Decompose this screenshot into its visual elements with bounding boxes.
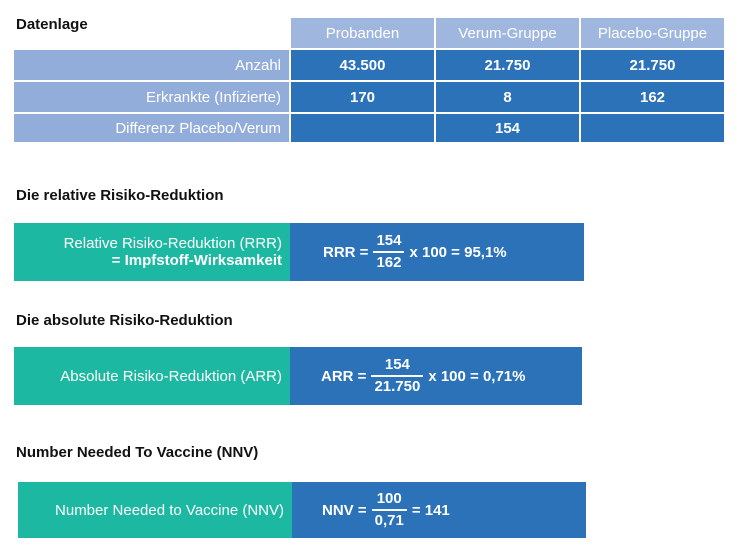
nnv-fraction: 100 0,71 — [371, 489, 407, 530]
row-label-erkrankte: Erkrankte (Infizierte) — [14, 82, 289, 112]
value-anzahl-placebo: 21.750 — [581, 50, 724, 80]
value-erkrankte-placebo: 162 — [581, 82, 724, 112]
arr-formula-box: ARR = 154 21.750 x 100 = 0,71% — [290, 347, 582, 405]
rrr-label-box: Relative Risiko-Reduktion (RRR) = Impfst… — [14, 223, 290, 281]
row-label-differenz: Differenz Placebo/Verum — [14, 114, 289, 142]
rrr-denominator: 162 — [373, 251, 405, 272]
rrr-numerator: 154 — [376, 231, 402, 249]
nnv-label-box: Number Needed to Vaccine (NNV) — [18, 482, 292, 538]
row-label-anzahl: Anzahl — [14, 50, 289, 80]
value-anzahl-verum: 21.750 — [436, 50, 579, 80]
arr-fraction: 154 21.750 — [371, 355, 424, 396]
arr-heading: Die absolute Risiko-Reduktion — [16, 312, 233, 329]
arr-prefix: ARR = — [321, 367, 367, 385]
nnv-formula-box: NNV = 100 0,71 = 141 — [292, 482, 586, 538]
rrr-label-line2: = Impfstoff-Wirksamkeit — [111, 252, 282, 269]
arr-suffix: x 100 = 0,71% — [428, 367, 526, 385]
rrr-prefix: RRR = — [323, 243, 369, 261]
value-differenz-placebo — [581, 114, 724, 142]
header-probanden: Probanden — [291, 18, 434, 48]
datenlage-title: Datenlage — [16, 16, 88, 33]
header-placebo-gruppe: Placebo-Gruppe — [581, 18, 724, 48]
nnv-label: Number Needed to Vaccine (NNV) — [55, 501, 284, 519]
nnv-heading: Number Needed To Vaccine (NNV) — [16, 444, 259, 461]
rrr-heading: Die relative Risiko-Reduktion — [16, 187, 224, 204]
rrr-label-line1: Relative Risiko-Reduktion (RRR) — [63, 235, 282, 252]
arr-numerator: 154 — [384, 355, 410, 373]
value-erkrankte-verum: 8 — [436, 82, 579, 112]
header-verum-gruppe: Verum-Gruppe — [436, 18, 579, 48]
nnv-suffix: = 141 — [411, 501, 450, 519]
value-differenz-probanden — [291, 114, 434, 142]
rrr-formula-box: RRR = 154 162 x 100 = 95,1% — [290, 223, 584, 281]
value-differenz-verum: 154 — [436, 114, 579, 142]
arr-denominator: 21.750 — [371, 375, 424, 396]
arr-label: Absolute Risiko-Reduktion (ARR) — [60, 367, 282, 385]
arr-label-box: Absolute Risiko-Reduktion (ARR) — [14, 347, 290, 405]
rrr-suffix: x 100 = 95,1% — [409, 243, 507, 261]
rrr-fraction: 154 162 — [373, 231, 405, 272]
nnv-denominator: 0,71 — [371, 509, 407, 530]
nnv-prefix: NNV = — [322, 501, 367, 519]
value-erkrankte-probanden: 170 — [291, 82, 434, 112]
value-anzahl-probanden: 43.500 — [291, 50, 434, 80]
nnv-numerator: 100 — [376, 489, 402, 507]
